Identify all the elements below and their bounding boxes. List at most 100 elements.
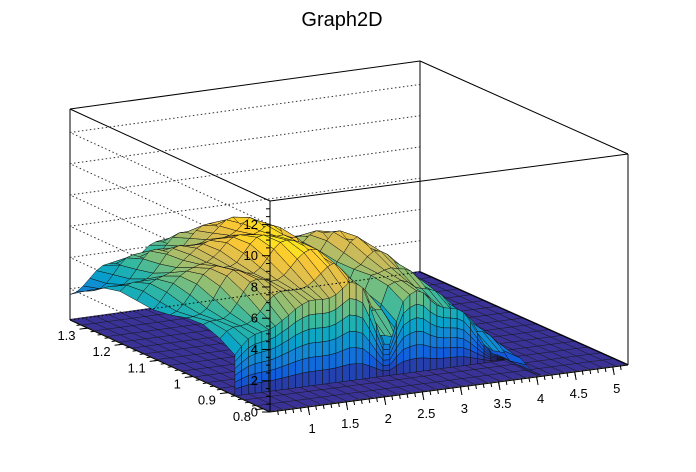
surface-wall-cell [342, 347, 350, 367]
x-minor-tick [292, 408, 295, 414]
y-minor-tick [111, 340, 116, 342]
y-minor-tick [76, 324, 81, 326]
surface-wall-cell [349, 298, 357, 316]
surface-wall-cell [470, 357, 478, 365]
surface-wall-cell [443, 337, 451, 349]
surface-wall-cell [355, 363, 364, 381]
surface-wall-cell [288, 374, 296, 390]
top-back-edge [69, 60, 421, 110]
y-minor-tick [230, 395, 235, 397]
x-tick-label: 1 [308, 421, 315, 436]
surface-wall-cell [382, 354, 391, 361]
surface-wall-cell [416, 317, 424, 333]
surface-wall-cell [382, 359, 391, 366]
surface-wall-cell [322, 297, 330, 314]
surface-wall-cell [261, 360, 269, 373]
x-minor-tick [467, 385, 470, 391]
surface-wall-cell [322, 312, 330, 329]
surface-wall-cell [450, 337, 458, 348]
x-minor-tick [536, 376, 538, 382]
x-minor-tick [597, 368, 599, 374]
top-left-edge [69, 108, 271, 202]
surface-wall-cell [308, 370, 316, 387]
surface-wall-cell [456, 347, 465, 358]
surface-wall-cell [322, 326, 330, 343]
y-tick-label: 1.3 [57, 328, 75, 343]
z-grid-line-back [69, 177, 421, 227]
surface-wall-cell [349, 363, 357, 382]
y-minor-tick [181, 372, 186, 375]
x-minor-tick [513, 379, 516, 385]
x-minor-tick [315, 405, 317, 411]
surface-wall-cell [477, 358, 485, 365]
y-tick-label: 0.9 [198, 393, 216, 408]
x-minor-tick [398, 394, 401, 400]
surface-wall-cell [409, 344, 417, 360]
y-minor-tick [90, 330, 95, 333]
surface-wall-cell [308, 313, 316, 330]
surface-wall-cell [450, 317, 458, 329]
y-minor-tick [174, 369, 179, 372]
x-minor-tick [498, 381, 500, 387]
surface-cell [516, 364, 541, 376]
y-tick-label: 1 [174, 376, 181, 391]
surface-wall-cell [315, 341, 323, 357]
y-minor-tick [167, 366, 172, 368]
y-minor-tick [104, 337, 109, 339]
y-minor-tick [160, 363, 165, 365]
surface-wall-cell [497, 359, 505, 362]
front-bottom-edge [269, 364, 629, 413]
back-bottom-edge [69, 271, 421, 321]
surface-wall-cell [362, 363, 370, 380]
surface-wall-cell [416, 357, 424, 373]
y-minor-tick [125, 346, 130, 349]
x-minor-tick [345, 401, 348, 407]
y-tick-label: 1.2 [93, 344, 111, 359]
surface-wall-cell [295, 345, 303, 362]
surface-wall-cell [416, 303, 424, 320]
x-minor-tick [574, 371, 576, 377]
y-axis: 0.8 0.9 1 1.1 1.2 1.3 [57, 324, 264, 424]
surface-wall-cell [315, 369, 323, 386]
surface-wall-cell [342, 331, 350, 351]
top-front-edge [269, 153, 629, 202]
x-minor-tick [437, 389, 439, 395]
surface-wall-cell [281, 376, 290, 390]
surface-wall-cell [443, 327, 451, 339]
x-minor-tick [353, 400, 356, 406]
surface-wall-cell [241, 384, 249, 396]
surface-wall-cell [275, 366, 283, 381]
y-minor-tick [258, 408, 264, 410]
x-axis: 1 1.5 2 2.5 3 3.5 4 4.5 5 [277, 365, 622, 436]
x-minor-tick [589, 369, 592, 375]
surface-wall-cell [261, 349, 269, 363]
surface-wall-cell [301, 371, 310, 388]
x-minor-tick [604, 367, 607, 373]
x-minor-tick [383, 396, 386, 402]
x-tick-label: 4.5 [570, 386, 588, 401]
y-tick-label: 0.8 [233, 409, 251, 424]
surface-wall-cell [328, 338, 337, 356]
x-minor-tick [566, 372, 569, 378]
z-tick-label: 6 [251, 311, 258, 326]
x-minor-tick [368, 398, 371, 404]
surface-wall-cell [349, 314, 357, 332]
y-minor-tick [244, 401, 250, 404]
surface-wall-cell [409, 317, 417, 334]
y-minor-tick [139, 353, 144, 355]
surface-wall-cell [308, 299, 316, 316]
x-minor-tick [284, 409, 287, 415]
z-tick-label: 0 [251, 405, 258, 420]
surface-wall-cell [295, 359, 303, 376]
surface-wall-cell [456, 337, 465, 349]
surface-wall-cell [382, 349, 391, 356]
surface-wall-cell [409, 357, 417, 373]
surface-wall-cell [322, 368, 330, 385]
x-tick-label: 2 [385, 411, 392, 426]
x-tick-label: 1.5 [341, 416, 359, 431]
surface-wall-cell [416, 330, 424, 346]
surface-wall-cell [315, 327, 323, 343]
surface-wall-cell [301, 328, 310, 347]
surface-wall-cell [443, 357, 451, 369]
surface-wall-cell [436, 315, 444, 329]
